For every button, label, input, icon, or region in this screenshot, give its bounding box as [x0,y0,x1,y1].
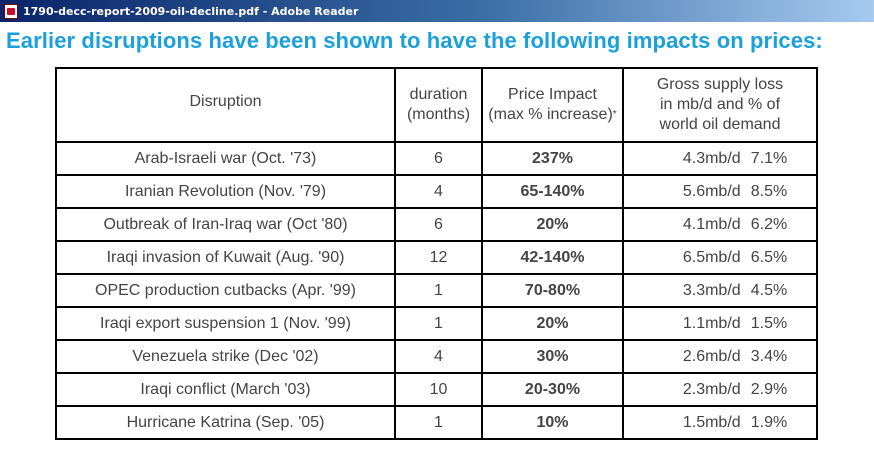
supply-mbd: 2.6mb/d [682,347,741,365]
cell-price-impact: 65-140% [481,174,624,209]
supply-mbd: 4.3mb/d [682,149,741,167]
header-supply-line1: Gross supply loss [656,76,784,93]
supply-mbd: 2.3mb/d [682,380,741,398]
cell-price-impact: 70-80% [481,273,624,308]
cell-supply-loss: 3.3mb/d 4.5% [622,273,818,308]
cell-duration: 4 [394,339,483,374]
table-header-row: Disruption duration (months) Price Impac… [55,67,818,143]
supply-mbd: 3.3mb/d [682,281,741,299]
cell-duration: 6 [394,141,483,176]
header-supply-line2: in mb/d and % of [659,96,781,113]
cell-supply-loss: 2.3mb/d 2.9% [622,372,818,407]
header-impact-footnote-mark: * [612,109,617,120]
supply-pct: 1.9% [750,413,788,431]
cell-duration: 1 [394,405,483,440]
cell-disruption: OPEC production cutbacks (Apr. '99) [55,273,396,308]
cell-price-impact: 20% [481,207,624,242]
table-row: Outbreak of Iran-Iraq war (Oct '80) 6 20… [55,207,818,242]
header-supply-loss: Gross supply loss in mb/d and % of world… [622,67,818,143]
header-duration-line2: (months) [406,106,471,123]
pdf-document-icon [4,3,18,19]
window-titlebar[interactable]: 1790-decc-report-2009-oil-decline.pdf - … [0,0,874,22]
supply-pct: 3.4% [750,347,788,365]
supply-pct: 6.2% [750,215,788,233]
cell-duration: 12 [394,240,483,275]
cell-disruption: Iraqi conflict (March '03) [55,372,396,407]
cell-disruption: Iraqi export suspension 1 (Nov. '99) [55,306,396,341]
cell-duration: 1 [394,273,483,308]
cell-price-impact: 20-30% [481,372,624,407]
table-row: Arab-Israeli war (Oct. '73) 6 237% 4.3mb… [55,141,818,176]
table-row: Iraqi invasion of Kuwait (Aug. '90) 12 4… [55,240,818,275]
header-impact-line2: (max % increase) [488,106,613,123]
header-duration-line1: duration [409,86,468,103]
supply-pct: 4.5% [750,281,788,299]
header-impact-line1: Price Impact [508,86,597,103]
cell-duration: 4 [394,174,483,209]
supply-pct: 6.5% [750,248,788,266]
window-title: 1790-decc-report-2009-oil-decline.pdf - … [23,4,359,18]
cell-disruption: Iranian Revolution (Nov. '79) [55,174,396,209]
cell-disruption: Arab-Israeli war (Oct. '73) [55,141,396,176]
supply-mbd: 1.1mb/d [682,314,741,332]
cell-supply-loss: 1.5mb/d 1.9% [622,405,818,440]
cell-price-impact: 10% [481,405,624,440]
cell-supply-loss: 2.6mb/d 3.4% [622,339,818,374]
cell-supply-loss: 4.1mb/d 6.2% [622,207,818,242]
table-row: Hurricane Katrina (Sep. '05) 1 10% 1.5mb… [55,405,818,440]
page-heading: Earlier disruptions have been shown to h… [6,28,823,53]
header-price-impact: Price Impact (max % increase)* [481,67,624,143]
cell-duration: 10 [394,372,483,407]
supply-mbd: 6.5mb/d [682,248,741,266]
header-duration: duration (months) [394,67,483,143]
supply-pct: 1.5% [750,314,788,332]
cell-supply-loss: 5.6mb/d 8.5% [622,174,818,209]
cell-supply-loss: 6.5mb/d 6.5% [622,240,818,275]
cell-supply-loss: 1.1mb/d 1.5% [622,306,818,341]
supply-pct: 2.9% [750,380,788,398]
supply-mbd: 5.6mb/d [682,182,741,200]
cell-supply-loss: 4.3mb/d 7.1% [622,141,818,176]
header-supply-line3: world oil demand [659,116,781,133]
supply-mbd: 1.5mb/d [682,413,741,431]
cell-disruption: Venezuela strike (Dec '02) [55,339,396,374]
table-row: Iranian Revolution (Nov. '79) 4 65-140% … [55,174,818,209]
cell-duration: 1 [394,306,483,341]
table-row: OPEC production cutbacks (Apr. '99) 1 70… [55,273,818,308]
oil-disruption-table: Disruption duration (months) Price Impac… [55,67,818,440]
cell-price-impact: 30% [481,339,624,374]
table-row: Iraqi export suspension 1 (Nov. '99) 1 2… [55,306,818,341]
cell-duration: 6 [394,207,483,242]
cell-price-impact: 42-140% [481,240,624,275]
cell-disruption: Iraqi invasion of Kuwait (Aug. '90) [55,240,396,275]
supply-pct: 8.5% [750,182,788,200]
supply-pct: 7.1% [750,149,788,167]
table-row: Iraqi conflict (March '03) 10 20-30% 2.3… [55,372,818,407]
cell-price-impact: 20% [481,306,624,341]
cell-disruption: Outbreak of Iran-Iraq war (Oct '80) [55,207,396,242]
supply-mbd: 4.1mb/d [682,215,741,233]
cell-price-impact: 237% [481,141,624,176]
table-row: Venezuela strike (Dec '02) 4 30% 2.6mb/d… [55,339,818,374]
cell-disruption: Hurricane Katrina (Sep. '05) [55,405,396,440]
header-disruption: Disruption [55,67,396,143]
